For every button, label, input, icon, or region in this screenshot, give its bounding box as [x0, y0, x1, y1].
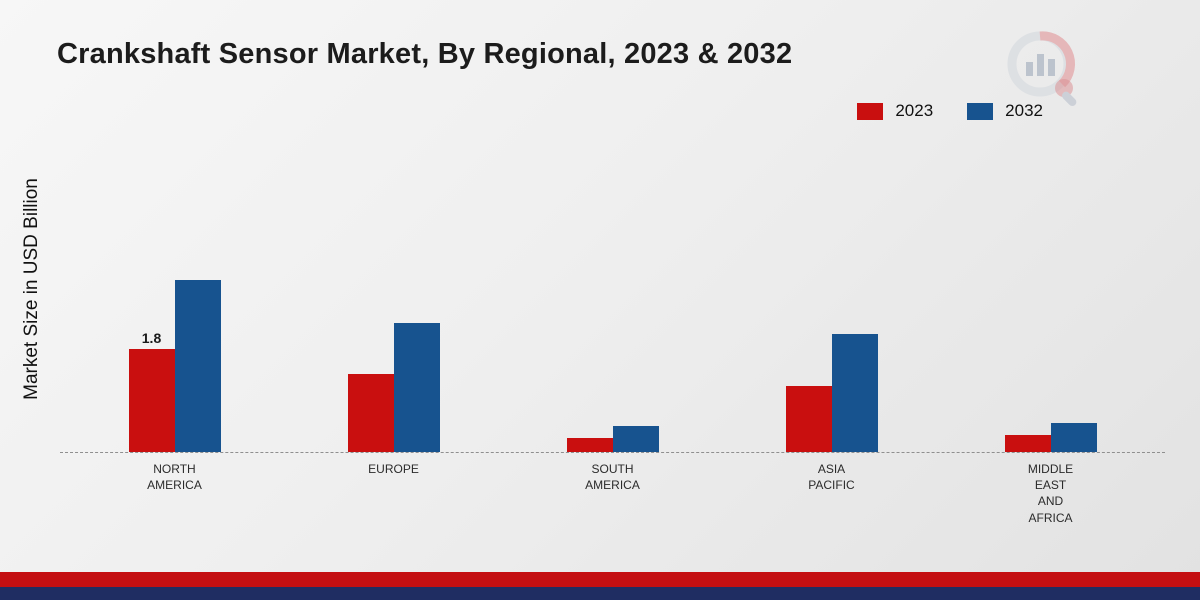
bar-2032-asia-pacific	[831, 334, 878, 452]
category-label-north-america: NORTH AMERICA	[147, 462, 202, 493]
legend-label-2023: 2023	[895, 101, 934, 120]
logo-bar-2	[1037, 54, 1044, 76]
bar-group-asia-pacific	[785, 334, 878, 452]
logo-handle	[1061, 91, 1077, 107]
bar-2032-europe	[393, 322, 440, 452]
bar-2032-south-america	[612, 426, 659, 452]
chart-title: Crankshaft Sensor Market, By Regional, 2…	[57, 38, 793, 70]
legend-swatch-2023	[857, 102, 884, 120]
logo-ring-accent	[1039, 31, 1076, 88]
mrfr-logo	[1007, 31, 1077, 107]
x-axis-baseline	[60, 452, 1165, 453]
category-label-asia-pacific: ASIA PACIFIC	[808, 462, 855, 493]
bar-group-south-america	[566, 426, 659, 452]
bar-2032-north-america	[174, 279, 221, 452]
bar-2023-north-america: 1.8	[128, 330, 175, 452]
bar-group-north-america: 1.8	[128, 279, 221, 452]
bar-2023-asia-pacific	[785, 385, 832, 452]
category-label-middle-east-and-africa: MIDDLE EAST AND AFRICA	[1027, 462, 1074, 525]
category-labels: NORTH AMERICA EUROPE SOUTH AMERICA ASIA PAC…	[65, 461, 1160, 561]
category-label-europe: EUROPE	[368, 462, 419, 476]
logo-bar-3	[1048, 59, 1055, 76]
logo-bar-1	[1026, 62, 1033, 76]
bar-groups: 1.8	[65, 150, 1160, 452]
legend-item-2032: 2032	[967, 101, 1043, 121]
bar-group-europe	[347, 322, 440, 452]
category-label-south-america: SOUTH AMERICA	[585, 462, 640, 493]
legend-item-2023: 2023	[857, 101, 933, 121]
bar-2023-middle-east-and-africa	[1004, 434, 1051, 452]
legend: 2023 2032	[857, 101, 1043, 121]
legend-label-2032: 2032	[1005, 101, 1043, 120]
footer-red-strip	[0, 572, 1200, 587]
bar-value-label-north-america: 1.8	[141, 329, 162, 346]
y-axis-label: Market Size in USD Billion	[21, 178, 42, 400]
logo-dot	[1055, 79, 1073, 97]
footer-blue-strip	[0, 587, 1200, 600]
bar-2032-middle-east-and-africa	[1050, 423, 1097, 452]
bar-2023-europe	[347, 374, 394, 452]
bar-group-middle-east-and-africa	[1004, 423, 1097, 452]
bar-2023-south-america	[566, 437, 613, 452]
legend-swatch-2032	[967, 102, 994, 120]
